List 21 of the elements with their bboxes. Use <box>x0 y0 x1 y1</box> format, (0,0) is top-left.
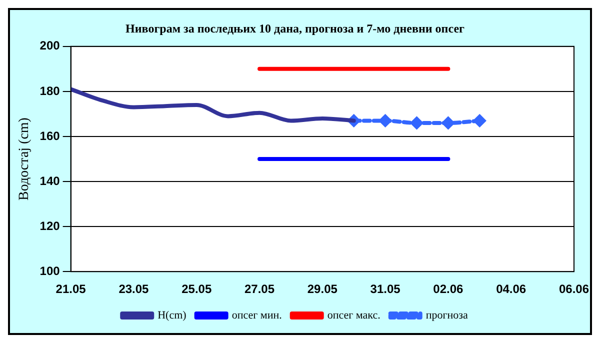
x-tick-label: 25.05 <box>182 282 212 296</box>
y-axis-title: Водостај (cm) <box>17 117 32 200</box>
x-tick-label: 29.05 <box>307 282 338 296</box>
chart-title: Нивограм за последњих 10 дана, прогноза и 7-мо дневни опсег <box>126 21 466 36</box>
x-tick-label: 31.05 <box>370 282 401 296</box>
y-tick-label: 120 <box>40 218 60 233</box>
x-tick-label: 23.05 <box>118 282 150 296</box>
x-tick-label: 06.06 <box>558 282 590 296</box>
legend-label: прогноза <box>426 309 468 322</box>
y-tick-label: 140 <box>40 174 60 188</box>
x-tick-label: 04.06 <box>496 282 526 296</box>
y-tick-label: 180 <box>40 84 60 98</box>
y-tick-label: 200 <box>40 38 60 53</box>
legend-label: H(cm) <box>158 309 187 322</box>
x-tick-label: 02.06 <box>433 282 464 296</box>
x-tick-label: 27.05 <box>244 282 275 296</box>
y-tick-label: 160 <box>40 128 60 143</box>
legend-label: опсег мин. <box>232 309 282 322</box>
legend-label: опсег макс. <box>327 309 381 322</box>
y-tick-label: 100 <box>40 264 60 278</box>
x-tick-label: 21.05 <box>56 282 86 296</box>
